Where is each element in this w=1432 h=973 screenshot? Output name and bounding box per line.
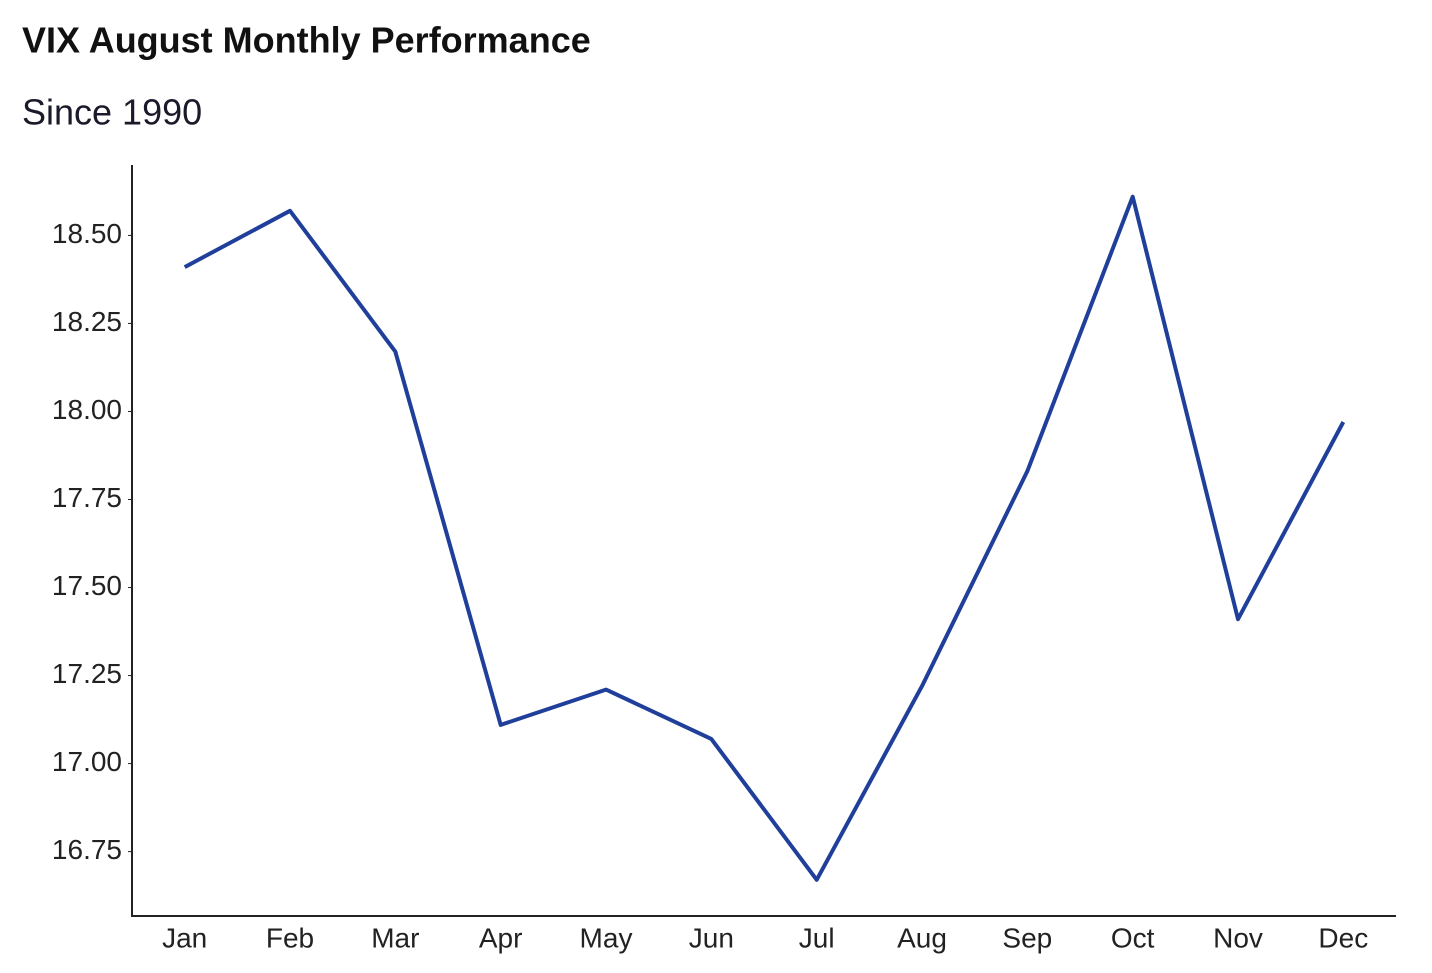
- y-tick-label: 18.00: [52, 394, 122, 425]
- x-tick-label: Mar: [371, 922, 419, 953]
- x-tick-label: Apr: [479, 922, 523, 953]
- x-tick-label: Jun: [689, 922, 734, 953]
- x-tick-label: Jan: [162, 922, 207, 953]
- y-tick-label: 17.50: [52, 570, 122, 601]
- chart-subtitle: Since 1990: [22, 92, 202, 133]
- y-tick-label: 17.25: [52, 658, 122, 689]
- x-tick-label: Feb: [266, 922, 314, 953]
- y-tick-label: 17.75: [52, 482, 122, 513]
- x-tick-label: Dec: [1318, 922, 1368, 953]
- y-tick-label: 17.00: [52, 746, 122, 777]
- y-tick-label: 18.50: [52, 218, 122, 249]
- y-tick-label: 16.75: [52, 834, 122, 865]
- x-tick-label: May: [580, 922, 633, 953]
- x-tick-label: Aug: [897, 922, 947, 953]
- x-tick-label: Sep: [1002, 922, 1052, 953]
- x-tick-label: Jul: [799, 922, 835, 953]
- x-tick-label: Oct: [1111, 922, 1155, 953]
- line-series: [183, 194, 1346, 882]
- y-tick-label: 18.25: [52, 306, 122, 337]
- chart-title: VIX August Monthly Performance: [22, 20, 591, 61]
- x-tick-label: Nov: [1213, 922, 1263, 953]
